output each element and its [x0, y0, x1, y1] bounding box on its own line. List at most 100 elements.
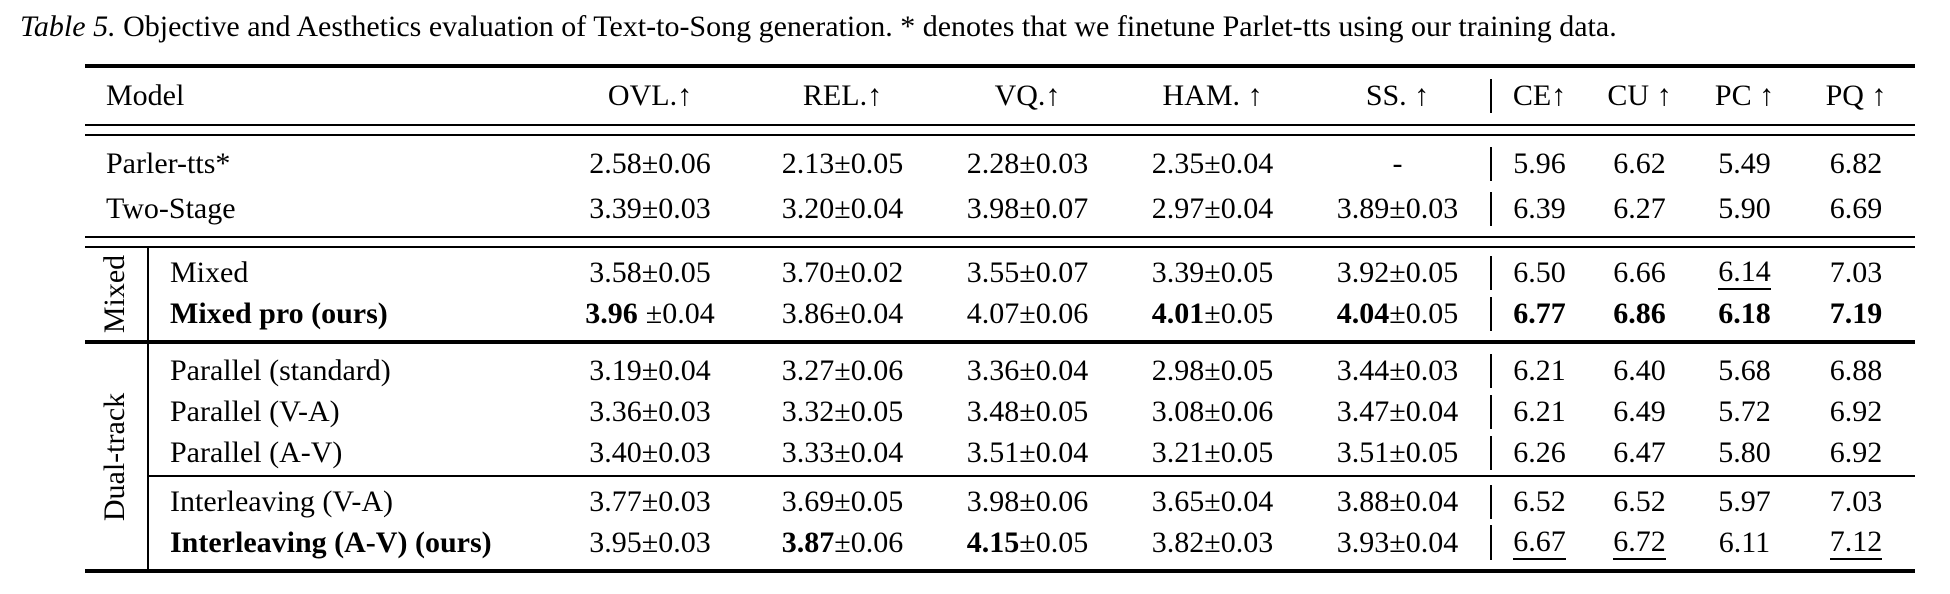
metric-value: HAM. ↑ [1162, 79, 1263, 112]
aesthetic-value: 5.72 [1718, 394, 1771, 428]
aesthetic-value: 5.49 [1718, 146, 1771, 180]
metric-pm: ±0.04 [834, 296, 904, 330]
aesthetic-value: 6.66 [1613, 255, 1666, 289]
aesthetic-value: 6.26 [1513, 435, 1566, 469]
model-label: Parallel (standard) [85, 354, 550, 388]
aesthetic-value: PC ↑ [1714, 79, 1775, 112]
metric-value-cell: OVL.↑ [550, 79, 750, 113]
metric-value-cell: 3.33±0.04 [750, 436, 935, 470]
model-label-text: Interleaving (V-A) [170, 484, 393, 518]
metric-pm: ±0.04 [1204, 484, 1274, 518]
metric-value: 3.47 [1336, 394, 1390, 428]
metric-value: 3.88 [1336, 484, 1390, 518]
metric-value: 3.95 [589, 525, 642, 559]
metric-pm: ±0.06 [1019, 296, 1089, 330]
metric-value: 4.07 [966, 296, 1020, 330]
metric-pm: ±0.04 [834, 435, 904, 469]
model-label: Parallel (A-V) [85, 436, 550, 470]
model-label: Mixed [85, 256, 550, 290]
aesthetic-value-cell: 6.11 [1692, 526, 1797, 560]
section-baselines: Parler-tts* 2.58±0.06 2.13±0.05 2.28±0.03 2.… [85, 136, 1915, 236]
aesthetic-value-cell: 6.18 [1692, 297, 1797, 331]
metric-value-cell: 3.47±0.04 [1305, 395, 1490, 429]
table-row: Mixed pro (ours) 3.96 ±0.04 3.86±0.04 4.07±0… [85, 293, 1915, 334]
aesthetic-value-cell: CU ↑ [1587, 79, 1692, 113]
aesthetic-value: CE↑ [1512, 79, 1567, 112]
double-rule [85, 124, 1915, 136]
model-label: Interleaving (A-V) (ours) [85, 526, 550, 560]
metric-pm: ±0.05 [1389, 435, 1459, 469]
metric-value-cell: REL.↑ [750, 79, 935, 113]
metric-value: 3.21 [1151, 435, 1205, 469]
metric-value-cell: 3.87±0.06 [750, 526, 935, 560]
model-label: Model [85, 79, 550, 113]
model-label-text: Parallel (standard) [170, 353, 391, 387]
metric-value-cell: 3.51±0.04 [935, 436, 1120, 470]
table-row: Interleaving (V-A) 3.77±0.03 3.69±0.05 3.98… [85, 481, 1915, 522]
metric-value: 3.98 [966, 191, 1020, 225]
aesthetic-value-cell: PC ↑ [1692, 79, 1797, 113]
metric-value: 3.36 [966, 353, 1020, 387]
metric-value: 2.58 [589, 146, 642, 180]
aesthetic-value: 5.80 [1718, 435, 1771, 469]
metric-pm: ±0.03 [1389, 353, 1459, 387]
metric-value: 3.98 [966, 484, 1020, 518]
aesthetic-value-cell: 6.92 [1797, 395, 1915, 429]
metric-value-cell: 3.82±0.03 [1120, 526, 1305, 560]
metric-pm: ±0.05 [641, 255, 711, 289]
metric-pm: ±0.02 [834, 255, 904, 289]
metric-pm: ±0.03 [641, 394, 711, 428]
section-dual-track: Dual-track Parallel (standard) 3.19±0.04 3.… [85, 344, 1915, 569]
aesthetic-value-cell: 6.92 [1797, 436, 1915, 470]
metric-pm: ±0.05 [1204, 255, 1274, 289]
aesthetic-value-cell: 6.62 [1587, 147, 1692, 181]
metric-pm: ±0.06 [1204, 394, 1274, 428]
aesthetic-value: 6.69 [1829, 191, 1883, 225]
model-label: Mixed pro (ours) [85, 297, 550, 331]
metric-value-cell: 2.35±0.04 [1120, 147, 1305, 181]
aesthetic-value: PQ ↑ [1825, 79, 1887, 112]
aesthetic-value-cell: 6.39 [1490, 191, 1587, 226]
aesthetic-value: 6.49 [1613, 394, 1666, 428]
metric-value: 4.01 [1151, 296, 1205, 330]
aesthetic-value: 5.96 [1513, 146, 1566, 180]
aesthetic-value-cell: 6.67 [1490, 524, 1587, 561]
aesthetic-value-cell: 6.50 [1490, 255, 1587, 290]
metric-pm: ±0.05 [834, 146, 904, 180]
metric-value: 2.98 [1151, 353, 1205, 387]
aesthetic-value: 6.21 [1513, 394, 1566, 428]
aesthetic-value-cell: 5.96 [1490, 146, 1587, 181]
model-label-text: Parler-tts* [106, 146, 231, 180]
metric-value-cell: 3.32±0.05 [750, 395, 935, 429]
metric-pm: ±0.04 [1204, 191, 1274, 225]
aesthetic-value: 6.11 [1718, 525, 1771, 559]
metric-value-cell: 3.08±0.06 [1120, 395, 1305, 429]
metric-value: 3.40 [589, 435, 642, 469]
metric-pm: ±0.06 [641, 146, 711, 180]
aesthetic-value: CU ↑ [1607, 79, 1672, 112]
aesthetic-value: 6.39 [1513, 191, 1566, 225]
metric-value: 2.13 [781, 146, 835, 180]
metric-pm: ±0.04 [645, 296, 715, 330]
metric-pm: ±0.05 [1204, 353, 1274, 387]
aesthetic-value-cell: 6.52 [1490, 484, 1587, 519]
metric-value: 3.51 [966, 435, 1020, 469]
metric-pm: ±0.06 [834, 353, 904, 387]
aesthetic-value-cell: 5.68 [1692, 354, 1797, 388]
aesthetic-value: 7.19 [1829, 296, 1883, 330]
aesthetic-value-cell: 6.21 [1490, 353, 1587, 388]
aesthetic-value: 6.72 [1613, 526, 1666, 561]
metric-value: 3.69 [781, 484, 835, 518]
metric-value-cell: 4.04±0.05 [1305, 297, 1490, 331]
aesthetic-value-cell: 6.14 [1692, 255, 1797, 291]
aesthetic-value-cell: 6.88 [1797, 354, 1915, 388]
metric-pm: ±0.03 [1389, 191, 1459, 225]
aesthetic-value-cell: 6.26 [1490, 435, 1587, 470]
metric-value-cell: 2.28±0.03 [935, 147, 1120, 181]
double-rule [85, 236, 1915, 248]
metric-value-cell: 3.58±0.05 [550, 256, 750, 290]
metric-value-cell: 3.51±0.05 [1305, 436, 1490, 470]
metric-value-cell: 2.13±0.05 [750, 147, 935, 181]
metric-value: 3.44 [1336, 353, 1390, 387]
aesthetic-value-cell: 6.82 [1797, 147, 1915, 181]
